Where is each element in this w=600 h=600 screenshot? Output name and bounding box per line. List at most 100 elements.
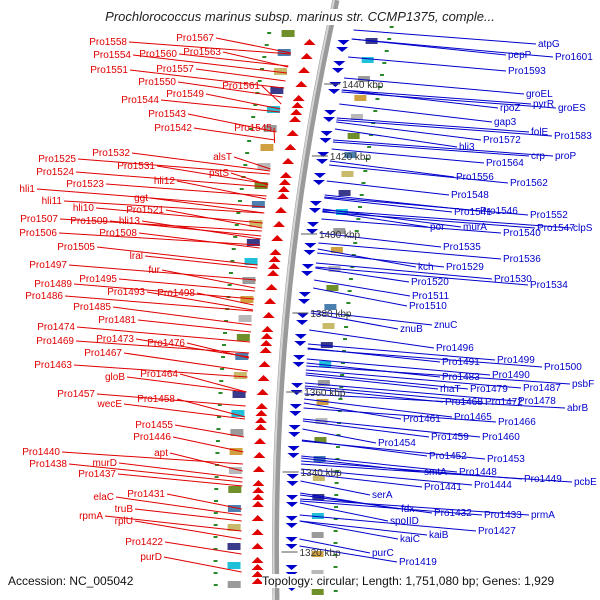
gene-label-forward[interactable]: Pro1551	[90, 65, 128, 76]
gene-label-forward[interactable]: hli13	[119, 216, 141, 227]
gene-label-reverse[interactable]: Pro1454	[378, 438, 416, 449]
forward-gene-feature[interactable]	[255, 403, 268, 409]
gene-label-forward[interactable]: Pro1543	[148, 109, 186, 120]
forward-gene-feature[interactable]	[251, 515, 264, 521]
gene-label-forward[interactable]: pstS	[209, 168, 229, 179]
reverse-gene-feature[interactable]	[304, 243, 317, 248]
gene-label-forward[interactable]: Pro1476	[147, 338, 185, 349]
forward-gene-feature[interactable]	[257, 375, 270, 381]
gene-label-forward[interactable]: Pro1558	[89, 37, 127, 48]
gene-label-reverse[interactable]: folE	[531, 127, 549, 138]
gene-label-forward[interactable]: gloB	[105, 372, 125, 383]
forward-gene-feature[interactable]	[295, 81, 308, 87]
forward-gene-feature[interactable]	[284, 144, 297, 150]
forward-gene-feature[interactable]	[256, 389, 269, 395]
forward-gene-feature[interactable]	[267, 263, 280, 269]
gene-label-reverse[interactable]: Pro1459	[431, 432, 469, 443]
forward-gene-feature[interactable]	[251, 501, 264, 507]
gene-label-forward[interactable]: Pro1440	[22, 447, 60, 458]
gene-label-forward[interactable]: hli11	[42, 196, 63, 207]
gene-label-reverse[interactable]: Pro1452	[429, 451, 467, 462]
gene-label-reverse[interactable]: Pro1487	[523, 383, 561, 394]
forward-gene-feature[interactable]	[269, 249, 282, 255]
gene-label-forward[interactable]: Pro1467	[84, 348, 122, 359]
gene-label-forward[interactable]: fur	[148, 265, 160, 276]
forward-gene-feature[interactable]	[254, 424, 267, 430]
forward-gene-feature[interactable]	[260, 333, 273, 339]
reverse-gene-feature[interactable]	[296, 320, 309, 325]
gene-label-forward[interactable]: Pro1495	[79, 274, 117, 285]
gene-label-reverse[interactable]: Pro1520	[411, 277, 449, 288]
gene-label-reverse[interactable]: znuB	[400, 324, 423, 335]
gene-label-reverse[interactable]: Pro1453	[487, 454, 525, 465]
forward-gene-feature[interactable]	[252, 480, 265, 486]
reverse-gene-feature[interactable]	[288, 425, 301, 430]
reverse-gene-feature[interactable]	[296, 313, 309, 318]
reverse-gene-feature[interactable]	[307, 222, 320, 227]
gene-label-forward[interactable]: ggt	[134, 193, 148, 204]
forward-gene-feature[interactable]	[251, 571, 264, 577]
forward-gene-feature[interactable]	[251, 529, 264, 535]
gene-label-forward[interactable]: hli12	[154, 176, 176, 187]
gene-label-reverse[interactable]: pyrR	[533, 99, 554, 110]
gene-label-reverse[interactable]: clpS	[573, 223, 593, 234]
gene-label-reverse[interactable]: rpoZ	[500, 103, 521, 114]
forward-gene-feature[interactable]	[267, 270, 280, 276]
gene-label-reverse[interactable]: Pro1572	[483, 135, 521, 146]
reverse-gene-feature[interactable]	[331, 68, 344, 73]
reverse-gene-feature[interactable]	[288, 432, 301, 437]
gene-label-reverse[interactable]: Pro1547	[537, 223, 575, 234]
gene-label-reverse[interactable]: Pro1449	[524, 474, 562, 485]
gene-label-reverse[interactable]: Pro1593	[508, 66, 546, 77]
reverse-gene-feature[interactable]	[313, 173, 326, 178]
gene-label-reverse[interactable]: Pro1444	[474, 480, 512, 491]
gene-label-forward[interactable]: Pro1523	[66, 179, 104, 190]
gene-label-reverse[interactable]: Pro1479	[470, 384, 508, 395]
gene-label-forward[interactable]: Pro1469	[36, 336, 74, 347]
forward-gene-feature[interactable]	[251, 543, 264, 549]
gene-label-reverse[interactable]: Pro1499	[497, 355, 535, 366]
gene-label-forward[interactable]: Pro1544	[121, 95, 159, 106]
reverse-gene-feature[interactable]	[292, 362, 305, 367]
reverse-gene-feature[interactable]	[303, 250, 316, 255]
gene-label-reverse[interactable]: rhaT	[440, 384, 461, 395]
reverse-gene-feature[interactable]	[322, 117, 335, 122]
gene-label-forward[interactable]: wecE	[97, 399, 123, 410]
gene-label-forward[interactable]: Pro1524	[36, 167, 74, 178]
gene-label-reverse[interactable]: crp	[531, 151, 545, 162]
gene-label-forward[interactable]: rpmA	[79, 511, 103, 522]
gene-label-reverse[interactable]: kch	[418, 262, 434, 273]
forward-gene-feature[interactable]	[251, 578, 264, 584]
reverse-gene-feature[interactable]	[285, 544, 298, 549]
gene-label-reverse[interactable]: pcbE	[574, 477, 597, 488]
forward-gene-feature[interactable]	[252, 494, 265, 500]
reverse-gene-feature[interactable]	[286, 481, 299, 486]
gene-label-reverse[interactable]: groES	[558, 103, 586, 114]
gene-label-reverse[interactable]: Pro1496	[436, 343, 474, 354]
reverse-gene-feature[interactable]	[328, 89, 341, 94]
gene-label-reverse[interactable]: Pro1511	[412, 291, 450, 302]
gene-label-reverse[interactable]: Pro1441	[424, 482, 462, 493]
gene-label-reverse[interactable]: prmA	[531, 510, 555, 521]
gene-label-reverse[interactable]: Pro1534	[530, 280, 568, 291]
forward-gene-feature[interactable]	[260, 340, 273, 346]
gene-label-reverse[interactable]: Pro1548	[451, 190, 489, 201]
reverse-gene-feature[interactable]	[287, 453, 300, 458]
gene-label-reverse[interactable]: Pro1460	[482, 432, 520, 443]
gene-label-reverse[interactable]: purC	[372, 548, 394, 559]
forward-gene-feature[interactable]	[253, 438, 266, 444]
reverse-gene-feature[interactable]	[333, 61, 346, 66]
forward-gene-feature[interactable]	[279, 172, 292, 178]
reverse-gene-feature[interactable]	[336, 47, 349, 52]
gene-label-reverse[interactable]: Pro1465	[454, 412, 492, 423]
gene-label-reverse[interactable]: Pro1541	[454, 207, 492, 218]
reverse-gene-feature[interactable]	[285, 537, 298, 542]
gene-label-forward[interactable]: Pro1545	[234, 123, 272, 134]
gene-label-reverse[interactable]: Pro1552	[530, 210, 568, 221]
gene-label-reverse[interactable]: hli3	[459, 142, 475, 153]
gene-label-forward[interactable]: Pro1457	[57, 389, 95, 400]
reverse-gene-feature[interactable]	[301, 271, 314, 276]
gene-label-forward[interactable]: Pro1550	[138, 77, 176, 88]
reverse-gene-feature[interactable]	[294, 341, 307, 346]
gene-label-forward[interactable]: elaC	[93, 492, 114, 503]
